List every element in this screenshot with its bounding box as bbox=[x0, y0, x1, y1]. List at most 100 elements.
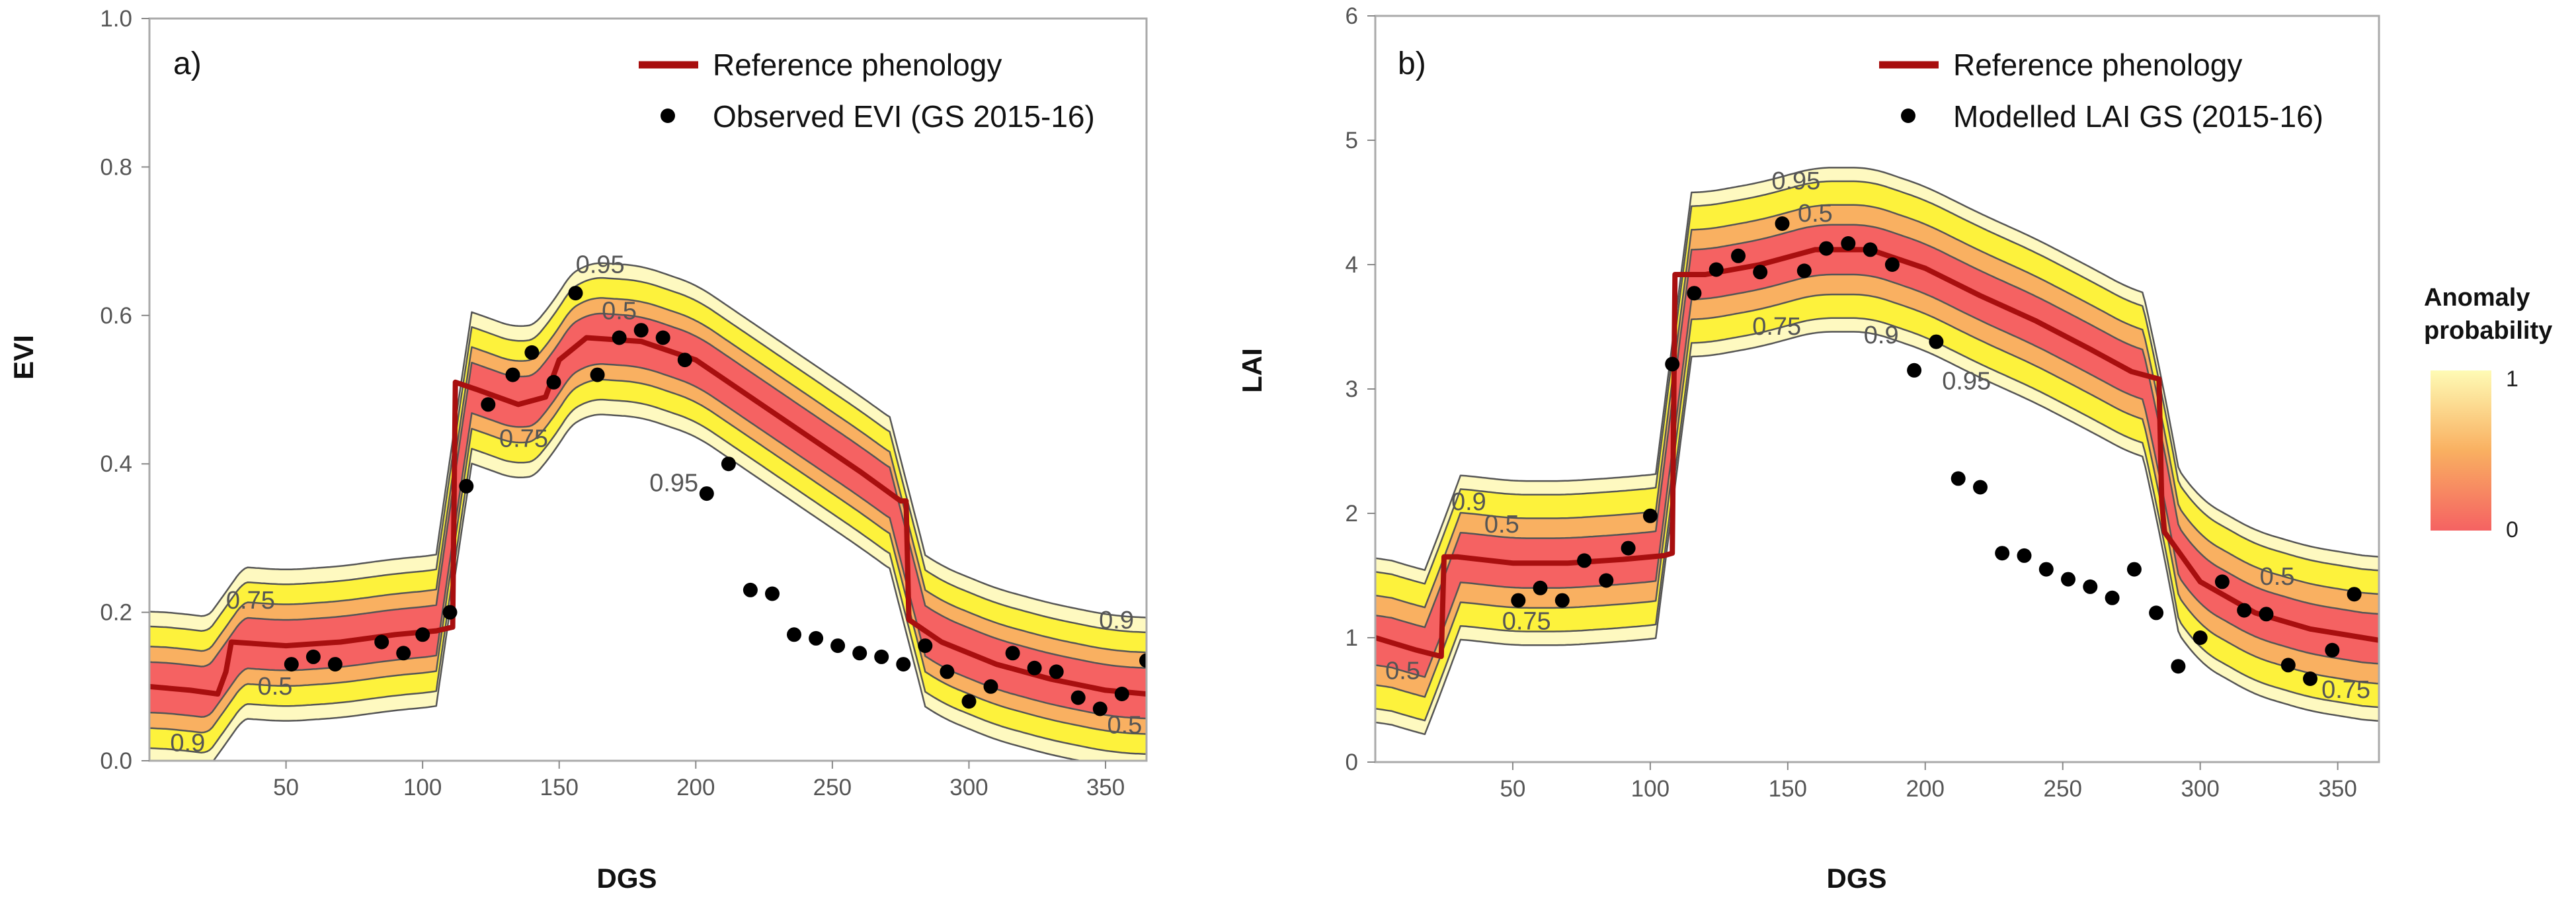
colorbar-top-label: 1 bbox=[2506, 366, 2518, 392]
panel-b-reference-line-layer bbox=[1375, 247, 2379, 660]
panel-a-point bbox=[415, 627, 430, 642]
panel-b-point bbox=[1841, 236, 1856, 251]
panel-a-contour-label: 0.95 bbox=[649, 470, 698, 497]
panel-b-y-tick-label: 1 bbox=[1346, 625, 1358, 651]
panel-a-point bbox=[830, 638, 846, 654]
panel-b-point bbox=[1951, 471, 1966, 486]
colorbar: Anomaly probability 1 0 bbox=[2424, 284, 2552, 542]
panel-b-point bbox=[2237, 603, 2252, 618]
panel-a-point bbox=[765, 586, 780, 601]
panel-a-point bbox=[655, 330, 670, 345]
panel-a-contour-label: 0.5 bbox=[258, 673, 293, 701]
panel-b-point bbox=[2171, 659, 2186, 674]
panel-b-point bbox=[1863, 242, 1878, 257]
panel-a-legend-line-label: Reference phenology bbox=[713, 48, 1002, 82]
panel-a-point bbox=[809, 630, 824, 646]
panel-a-point bbox=[612, 330, 627, 345]
panel-b-y-tick-label: 4 bbox=[1346, 252, 1358, 278]
panel-b-modelled-points bbox=[1511, 216, 2362, 686]
panel-b-point bbox=[2303, 671, 2317, 686]
panel-a-plot-area bbox=[149, 262, 1147, 761]
panel-b-contour-label: 0.5 bbox=[2260, 563, 2295, 591]
colorbar-gradient bbox=[2431, 370, 2491, 531]
panel-a-point bbox=[918, 638, 933, 654]
panel-b-point bbox=[2061, 572, 2075, 587]
panel-b-point bbox=[1929, 334, 1944, 349]
panel-b-point bbox=[1511, 593, 1526, 608]
panel-b-point bbox=[2325, 642, 2340, 658]
panel-b-reference-line bbox=[1375, 247, 2379, 660]
panel-b-point bbox=[1995, 546, 2010, 561]
panel-a-point bbox=[983, 679, 998, 694]
panel-b-point bbox=[1819, 241, 1834, 256]
panel-a-y-tick-label: 0.6 bbox=[100, 303, 132, 329]
panel-a-y-tick-label: 1.0 bbox=[100, 6, 132, 32]
panel-b-point bbox=[1709, 262, 1724, 277]
panel-a-contour-label: 0.75 bbox=[499, 425, 548, 452]
panel-b-point bbox=[2259, 607, 2274, 622]
panel-a-point bbox=[1114, 687, 1129, 701]
panel-a-contour-label: 0.5 bbox=[602, 297, 637, 325]
panel-b-x-tick-label: 150 bbox=[1769, 776, 1807, 802]
panel-b-point bbox=[1621, 540, 1636, 556]
panel-a-point bbox=[961, 694, 977, 709]
panel-b-point bbox=[1577, 553, 1592, 568]
panel-a-contour-label: 0.75 bbox=[226, 587, 275, 615]
panel-b-probability-bands bbox=[1375, 167, 2379, 736]
panel-b-contour-label: 0.95 bbox=[1771, 167, 1820, 195]
panel-a-point bbox=[1049, 664, 1064, 679]
panel-b-legend-point-swatch bbox=[1901, 108, 1915, 123]
panel-a-point bbox=[743, 582, 758, 597]
panel-b-point bbox=[1796, 263, 1812, 279]
panel-b-legend-points-label: Modelled LAI GS (2015-16) bbox=[1953, 99, 2323, 134]
panel-a-contour-label: 0.9 bbox=[170, 729, 205, 757]
panel-b-band-core bbox=[1375, 224, 2379, 678]
panel-b-point bbox=[2038, 562, 2054, 577]
panel-a-point bbox=[374, 634, 389, 650]
panel-a-point bbox=[1005, 646, 1020, 661]
panel-a-point bbox=[590, 367, 605, 382]
panel-a-y-axis-title: EVI bbox=[8, 335, 39, 380]
panel-b-y-ticks: 0 1 2 3 4 5 6 bbox=[1346, 3, 1375, 775]
panel-b-point bbox=[2083, 579, 2098, 594]
panel-b-contour-label: 0.75 bbox=[1752, 313, 1801, 341]
panel-b-y-tick-label: 2 bbox=[1346, 501, 1358, 527]
panel-a-y-tick-label: 0.2 bbox=[100, 600, 132, 626]
panel-a-tag: a) bbox=[173, 46, 202, 81]
panel-b-x-tick-label: 300 bbox=[2181, 776, 2219, 802]
panel-b-point bbox=[1642, 508, 1658, 523]
panel-b-x-tick-label: 200 bbox=[1906, 776, 1945, 802]
panel-b-point bbox=[2105, 590, 2120, 605]
panel-b-x-ticks: 50 100 150 200 250 300 350 bbox=[1500, 762, 2357, 802]
panel-a-point bbox=[1092, 701, 1107, 716]
panel-a-point bbox=[327, 657, 342, 672]
panel-a-point bbox=[721, 456, 736, 472]
panel-a-legend-point-swatch bbox=[661, 108, 675, 123]
panel-b-y-tick-label: 3 bbox=[1346, 376, 1358, 402]
panel-b-contour-labels: 0.950.50.75 0.90.950.90.50.750.50.50.75 bbox=[1385, 167, 2370, 704]
panel-a-observed-points bbox=[284, 286, 1147, 716]
panel-b-contour-label: 0.5 bbox=[1484, 511, 1519, 538]
panel-b-point bbox=[1665, 357, 1680, 372]
panel-a-x-tick-label: 350 bbox=[1086, 775, 1125, 800]
panel-b-contour-label: 0.5 bbox=[1798, 200, 1833, 228]
panel-a-contour-label: 0.5 bbox=[1107, 711, 1142, 739]
panel-a-point bbox=[633, 323, 649, 338]
panel-b-contour-label: 0.5 bbox=[1385, 658, 1420, 685]
panel-a-point bbox=[1139, 653, 1147, 668]
colorbar-title-line1: Anomaly bbox=[2424, 284, 2530, 312]
panel-b-y-tick-label: 5 bbox=[1346, 128, 1358, 153]
colorbar-bottom-label: 0 bbox=[2506, 517, 2518, 542]
panel-b-x-tick-label: 50 bbox=[1500, 776, 1525, 802]
panel-a-point bbox=[481, 397, 496, 412]
panel-b-contour-label: 0.75 bbox=[2321, 676, 2370, 704]
panel-b-legend: Reference phenology Modelled LAI GS (201… bbox=[1879, 48, 2323, 134]
panel-a-x-tick-label: 300 bbox=[949, 775, 988, 800]
panel-a: 0.95 0.5 0.75 0.95 0.75 0.5 0.9 0.9 0.5 50 100 150… bbox=[8, 6, 1148, 894]
panel-a-point bbox=[396, 646, 411, 661]
panel-b-point bbox=[1533, 580, 1548, 595]
panel-b-point bbox=[1554, 593, 1570, 608]
panel-a-x-ticks: 50 100 150 200 250 300 350 bbox=[273, 761, 1125, 800]
